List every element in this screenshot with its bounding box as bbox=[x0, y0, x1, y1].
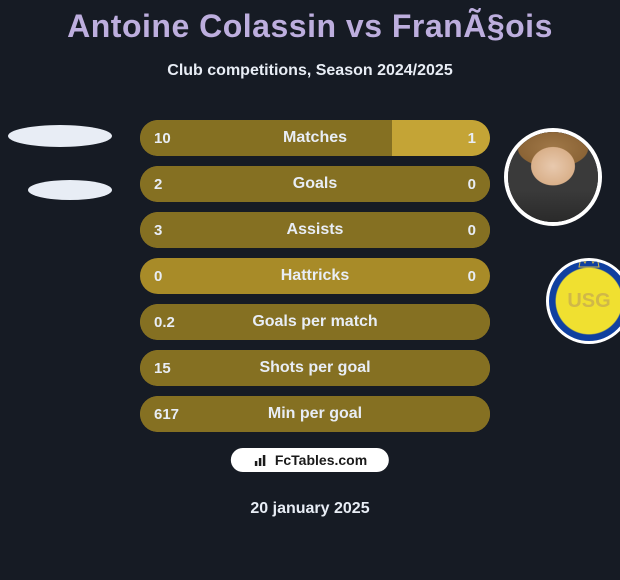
chart-icon bbox=[253, 452, 269, 468]
stat-label: Shots per goal bbox=[140, 359, 490, 377]
stat-bar: 15Shots per goal bbox=[140, 350, 490, 386]
stat-bars: 10Matches12Goals03Assists00Hattricks00.2… bbox=[140, 120, 490, 442]
stat-bar: 3Assists0 bbox=[140, 212, 490, 248]
left-player-photo-placeholder bbox=[8, 125, 112, 147]
stat-value-right: 0 bbox=[468, 176, 476, 193]
stat-label: Assists bbox=[140, 221, 490, 239]
comparison-infographic: Antoine Colassin vs FranÃ§ois Club compe… bbox=[0, 0, 620, 580]
stat-label: Goals bbox=[140, 175, 490, 193]
stat-value-right: 0 bbox=[468, 222, 476, 239]
page-subtitle: Club competitions, Season 2024/2025 bbox=[0, 62, 620, 80]
crown-icon bbox=[577, 258, 601, 269]
face-icon bbox=[508, 132, 598, 222]
stat-label: Min per goal bbox=[140, 405, 490, 423]
stat-bar: 2Goals0 bbox=[140, 166, 490, 202]
stat-bar: 617Min per goal bbox=[140, 396, 490, 432]
left-club-logo-placeholder bbox=[28, 180, 112, 200]
date: 20 january 2025 bbox=[0, 500, 620, 518]
stat-label: Goals per match bbox=[140, 313, 490, 331]
stat-value-right: 1 bbox=[468, 130, 476, 147]
stat-bar: 10Matches1 bbox=[140, 120, 490, 156]
stat-value-right: 0 bbox=[468, 268, 476, 285]
watermark: FcTables.com bbox=[231, 448, 389, 472]
right-club-logo-text: USG bbox=[567, 290, 610, 313]
right-player-photo bbox=[504, 128, 602, 226]
watermark-text: FcTables.com bbox=[275, 452, 367, 468]
stat-bar: 0Hattricks0 bbox=[140, 258, 490, 294]
page-title: Antoine Colassin vs FranÃ§ois bbox=[0, 8, 620, 45]
stat-bar: 0.2Goals per match bbox=[140, 304, 490, 340]
right-club-logo: USG bbox=[546, 258, 620, 344]
stat-label: Hattricks bbox=[140, 267, 490, 285]
stat-label: Matches bbox=[140, 129, 490, 147]
